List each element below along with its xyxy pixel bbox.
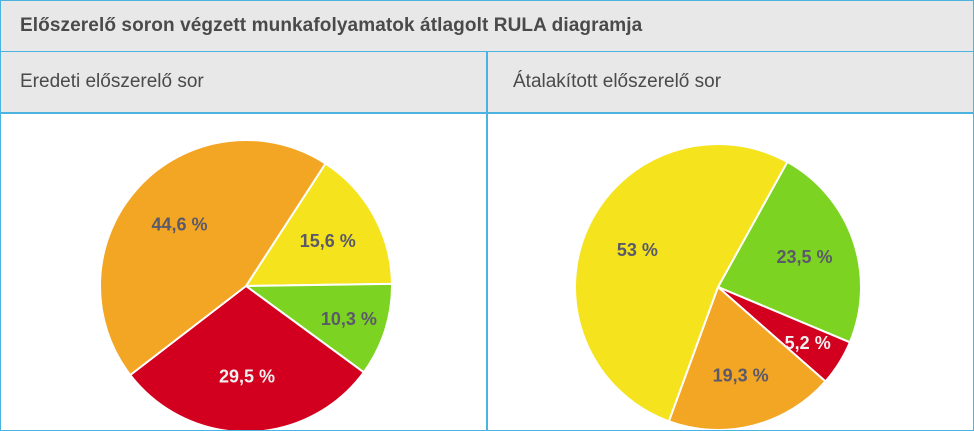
pie-slice-15-6	[245, 162, 393, 287]
panel-header-modified: Átalakított előszerelő sor	[488, 52, 973, 114]
slice-label-5-2: 5,2 %	[785, 333, 831, 353]
slice-label-15-6: 15,6 %	[300, 231, 356, 251]
pie-slice-44-6	[99, 139, 327, 376]
panel-modified-line: Átalakított előszerelő sor 23,5 % 5,2 % 19…	[488, 52, 973, 430]
slice-label-53: 53 %	[617, 240, 658, 260]
panel-header-original: Eredeti előszerelő sor	[1, 52, 486, 114]
pie-slice-19-3	[667, 286, 827, 430]
panel-title-modified: Átalakított előszerelő sor	[513, 71, 722, 92]
panel-original-line: Eredeti előszerelő sor 15,6 % 10,3 % 29,5 …	[1, 52, 488, 430]
slice-label-10-3: 10,3 %	[321, 309, 377, 329]
pie-slice-23-5	[717, 160, 862, 344]
pie-slice-29-5	[129, 285, 365, 430]
pie-chart-original: 15,6 % 10,3 % 29,5 % 44,6 %	[99, 139, 393, 430]
figure-title: Előszerelő soron végzett munkafolyamatok…	[20, 15, 643, 36]
pie-slice-53	[574, 143, 789, 423]
slice-label-44-6: 44,6 %	[151, 215, 207, 235]
panel-title-original: Eredeti előszerelő sor	[20, 71, 204, 92]
pie-slice-10-3	[245, 282, 393, 374]
slice-label-23-5: 23,5 %	[776, 247, 832, 267]
pie-chart-modified: 23,5 % 5,2 % 19,3 % 53 %	[574, 143, 862, 430]
slice-label-29-5: 29,5 %	[219, 367, 275, 387]
slice-label-19-3: 19,3 %	[713, 366, 769, 386]
title-bar: Előszerelő soron végzett munkafolyamatok…	[1, 1, 973, 52]
